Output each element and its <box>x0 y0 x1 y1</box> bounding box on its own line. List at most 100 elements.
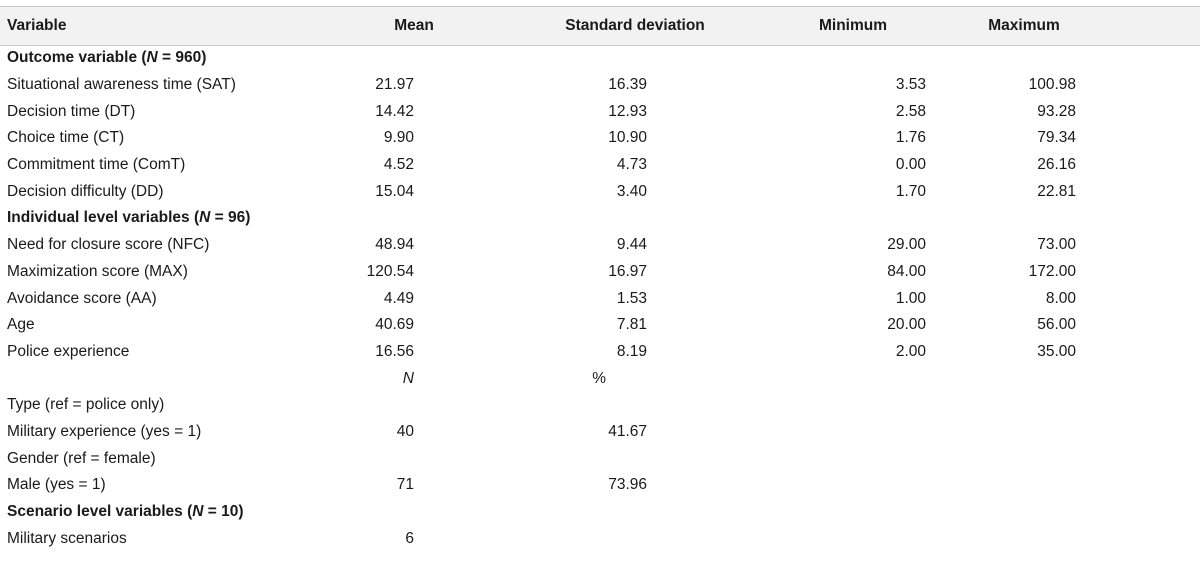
cell-n: 40 <box>396 422 414 440</box>
cell-min: 1.00 <box>895 289 926 307</box>
cell-sd: 16.97 <box>608 262 647 280</box>
header-row: Variable Mean Standard deviation Minimum… <box>0 7 1200 45</box>
section-row-outcome: Outcome variable (N = 960) <box>0 45 1200 72</box>
cell-n: 6 <box>405 529 414 547</box>
cell-variable: Age <box>7 316 35 334</box>
cell-variable: Choice time (CT) <box>7 129 125 147</box>
section-n-value: = 10) <box>203 503 244 521</box>
cell-sd: 9.44 <box>616 236 647 254</box>
cell-min: 0.00 <box>895 156 926 174</box>
cell-n <box>320 445 520 472</box>
cell-sd: 16.39 <box>608 76 647 94</box>
table-row: Avoidance score (AA) 4.49 1.53 1.00 8.00 <box>0 285 1200 312</box>
cell-min: 3.53 <box>895 76 926 94</box>
cell-variable: Police experience <box>7 342 130 360</box>
cell-min: 2.00 <box>895 342 926 360</box>
cell-max: 93.28 <box>1037 102 1076 120</box>
section-n-value: = 96) <box>210 209 251 227</box>
section-title-outcome: Outcome variable (N = 960) <box>0 45 1200 72</box>
cell-mean: 21.97 <box>375 76 414 94</box>
cell-sd: 10.90 <box>608 129 647 147</box>
cell-variable: Type (ref = police only) <box>7 396 165 414</box>
table-row: Male (yes = 1) 71 73.96 <box>0 472 1200 499</box>
cell-variable: Military scenarios <box>7 529 127 547</box>
cell-empty <box>950 392 1200 419</box>
table-row: Need for closure score (NFC) 48.94 9.44 … <box>0 232 1200 259</box>
subheader-row: N % <box>0 365 1200 392</box>
cell-empty <box>750 525 950 552</box>
cell-max: 73.00 <box>1037 236 1076 254</box>
cell-empty <box>750 392 950 419</box>
descriptive-statistics-table: Variable Mean Standard deviation Minimum… <box>0 7 1200 552</box>
cell-variable: Situational awareness time (SAT) <box>7 76 236 94</box>
cell-empty <box>950 419 1200 446</box>
table-row: Military experience (yes = 1) 40 41.67 <box>0 419 1200 446</box>
cell-variable: Need for closure score (NFC) <box>7 236 210 254</box>
cell-variable: Male (yes = 1) <box>7 476 106 494</box>
header-bottom-rule <box>0 45 1200 46</box>
cell-sd: 4.73 <box>616 156 647 174</box>
cell-mean: 16.56 <box>375 342 414 360</box>
cell-min: 1.76 <box>895 129 926 147</box>
cell-min: 2.58 <box>895 102 926 120</box>
cell-empty <box>750 419 950 446</box>
cell-variable: Decision difficulty (DD) <box>7 182 164 200</box>
cell-min: 84.00 <box>887 262 926 280</box>
section-n-label: N <box>146 49 158 67</box>
cell-min: 20.00 <box>887 316 926 334</box>
top-rule <box>0 6 1200 7</box>
cell-sd: 12.93 <box>608 102 647 120</box>
table-row: Decision difficulty (DD) 15.04 3.40 1.70… <box>0 178 1200 205</box>
subheader-empty-min <box>750 365 950 392</box>
cell-max: 35.00 <box>1037 342 1076 360</box>
section-title-text: Scenario level variables ( <box>7 503 193 521</box>
section-n-label: N <box>192 503 204 521</box>
section-title-individual: Individual level variables (N = 96) <box>0 205 1200 232</box>
table-row: Commitment time (ComT) 4.52 4.73 0.00 26… <box>0 152 1200 179</box>
cell-variable: Commitment time (ComT) <box>7 156 186 174</box>
header-variable: Variable <box>7 17 67 34</box>
cell-empty <box>950 445 1200 472</box>
cell-variable: Avoidance score (AA) <box>7 289 157 307</box>
cell-sd: 8.19 <box>616 342 647 360</box>
table-row: Military scenarios 6 <box>0 525 1200 552</box>
section-title-text: Outcome variable ( <box>7 49 147 67</box>
cell-sd: 7.81 <box>616 316 647 334</box>
section-n-label: N <box>199 209 211 227</box>
cell-mean: 9.90 <box>383 129 414 147</box>
cell-max: 100.98 <box>1028 76 1076 94</box>
table-row: Decision time (DT) 14.42 12.93 2.58 93.2… <box>0 98 1200 125</box>
table-row: Maximization score (MAX) 120.54 16.97 84… <box>0 259 1200 286</box>
cell-max: 56.00 <box>1037 316 1076 334</box>
subheader-blank <box>0 365 320 392</box>
cell-max: 172.00 <box>1028 262 1076 280</box>
cell-pct: 73.96 <box>608 476 647 494</box>
section-title-text: Individual level variables ( <box>7 209 200 227</box>
section-n-value: = 960) <box>157 49 207 67</box>
header-standard-deviation: Standard deviation <box>565 17 705 34</box>
cell-variable: Gender (ref = female) <box>7 449 156 467</box>
table-row: Situational awareness time (SAT) 21.97 1… <box>0 72 1200 99</box>
header-minimum: Minimum <box>818 17 888 34</box>
cell-max: 8.00 <box>1045 289 1076 307</box>
cell-min: 1.70 <box>895 182 926 200</box>
header-mean: Mean <box>394 17 434 34</box>
section-row-individual: Individual level variables (N = 96) <box>0 205 1200 232</box>
cell-n: 71 <box>396 476 414 494</box>
cell-mean: 48.94 <box>375 236 414 254</box>
section-title-scenario: Scenario level variables (N = 10) <box>0 499 1200 526</box>
cell-sd: 3.40 <box>616 182 647 200</box>
cell-mean: 4.49 <box>383 289 414 307</box>
cell-variable: Maximization score (MAX) <box>7 262 188 280</box>
cell-sd: 1.53 <box>616 289 647 307</box>
cell-mean: 15.04 <box>375 182 414 200</box>
cell-variable: Military experience (yes = 1) <box>7 422 202 440</box>
cell-max: 79.34 <box>1037 129 1076 147</box>
cell-empty <box>520 525 750 552</box>
subheader-empty-max <box>950 365 1200 392</box>
cell-mean: 40.69 <box>375 316 414 334</box>
cell-n <box>320 392 520 419</box>
cell-mean: 120.54 <box>366 262 414 280</box>
subheader-percent: % <box>592 369 606 387</box>
cell-empty <box>950 472 1200 499</box>
